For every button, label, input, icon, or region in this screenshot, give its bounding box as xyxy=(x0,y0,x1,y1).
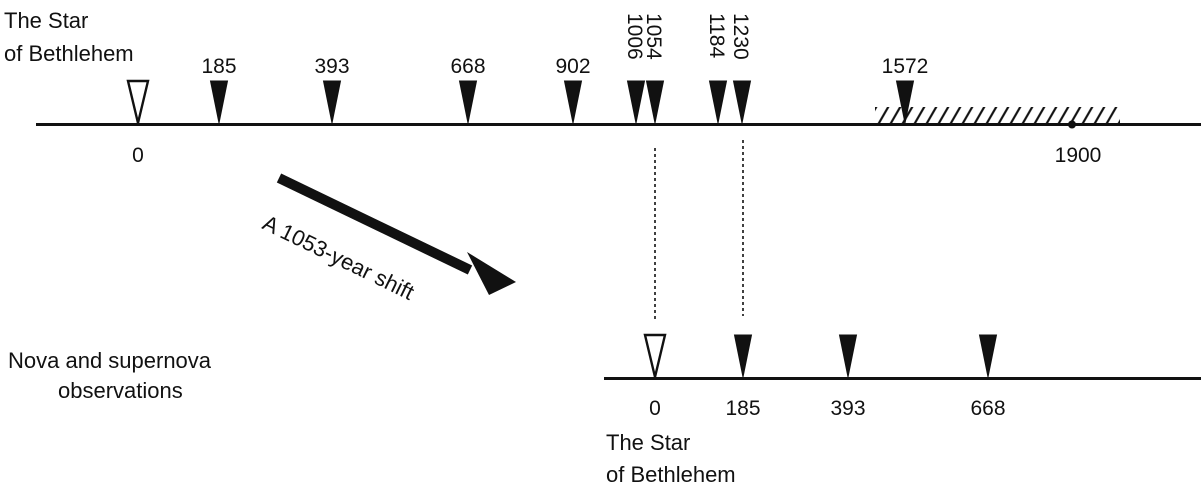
hatched-range xyxy=(875,107,1120,124)
top-label-1006: 1006 xyxy=(623,13,646,60)
top-label-185: 185 xyxy=(201,55,236,78)
bottom-caption-line2: of Bethlehem xyxy=(606,462,736,487)
bottom-caption-line1: The Star xyxy=(606,430,690,455)
top-label-393: 393 xyxy=(314,55,349,78)
bottom-label-185: 185 xyxy=(725,397,760,420)
top-marker-393 xyxy=(322,80,342,124)
top-marker-668 xyxy=(458,80,478,124)
bottom-marker-0 xyxy=(643,333,667,378)
bottom-marker-393 xyxy=(838,334,858,378)
top-marker-1230 xyxy=(732,80,752,124)
bottom-label-393: 393 xyxy=(830,397,865,420)
top-marker-1572 xyxy=(895,80,915,124)
shift-label: A 1053-year shift xyxy=(259,210,418,305)
top-label-1230: 1230 xyxy=(729,13,752,60)
bottom-label-0: 0 xyxy=(649,397,661,420)
bottom-marker-185 xyxy=(733,334,753,378)
top-title-line2: of Bethlehem xyxy=(4,41,134,66)
top-label-902: 902 xyxy=(555,55,590,78)
top-marker-185 xyxy=(209,80,229,124)
top-label-668: 668 xyxy=(450,55,485,78)
top-label-1184: 1184 xyxy=(705,13,728,58)
top-label-1572: 1572 xyxy=(882,55,929,78)
top-origin-label: 0 xyxy=(132,144,144,167)
top-end-dot xyxy=(1068,120,1076,129)
top-end-label: 1900 xyxy=(1055,144,1102,167)
top-marker-902 xyxy=(563,80,583,124)
bottom-side-label-line2: observations xyxy=(58,378,183,403)
top-title-line1: The Star xyxy=(4,8,88,33)
top-marker-1184 xyxy=(708,80,728,124)
hatch-fill xyxy=(875,107,1120,124)
top-label-1054: 1054 xyxy=(642,13,665,60)
top-marker-0 xyxy=(126,79,150,124)
top-marker-1006 xyxy=(626,80,646,124)
bottom-markers: 0 185 393 668 xyxy=(643,333,1006,420)
bottom-side-label-line1: Nova and supernova xyxy=(8,348,212,373)
shift-arrow xyxy=(276,173,516,295)
top-marker-1054 xyxy=(645,80,665,124)
bottom-marker-668 xyxy=(978,334,998,378)
bottom-label-668: 668 xyxy=(970,397,1005,420)
